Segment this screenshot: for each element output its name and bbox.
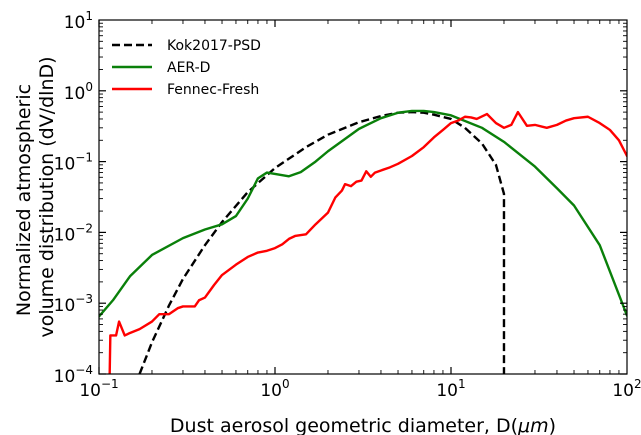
legend-label: Fennec-Fresh bbox=[167, 82, 259, 98]
legend-label: AER-D bbox=[167, 60, 210, 76]
ticks-layer: 10−1 100 101 102 10−4 10−3 10−2 10−1 100 101 bbox=[54, 9, 641, 401]
series-layer bbox=[99, 109, 627, 374]
y-tick-label: 101 bbox=[64, 9, 93, 33]
series-line-fennec-fresh bbox=[108, 110, 627, 374]
series-line-aer-d bbox=[99, 109, 627, 318]
series-line-kok2017-psd bbox=[138, 110, 506, 374]
x-tick-label: 10−1 bbox=[79, 377, 118, 401]
x-tick-label: 101 bbox=[436, 377, 465, 401]
y-axis-title-line2: volume distribution (dV/dlnD) bbox=[36, 56, 58, 337]
legend: Kok2017-PSD AER-D Fennec-Fresh bbox=[112, 38, 261, 98]
y-axis-title-line1: Normalized atmospheric bbox=[13, 84, 35, 316]
x-tick-label: 100 bbox=[260, 377, 289, 401]
y-axis-title: Normalized atmospheric volume distributi… bbox=[13, 56, 58, 337]
y-tick-label: 10−3 bbox=[54, 292, 93, 316]
legend-label: Kok2017-PSD bbox=[167, 38, 261, 54]
plot-frame bbox=[98, 19, 628, 375]
y-tick-label: 10−1 bbox=[54, 151, 93, 175]
x-tick-label: 102 bbox=[612, 377, 641, 401]
y-tick-label: 100 bbox=[64, 80, 93, 104]
y-tick-label: 10−2 bbox=[54, 221, 93, 245]
y-tick-label: 10−4 bbox=[54, 363, 93, 387]
x-axis-title: Dust aerosol geometric diameter, D(μm) bbox=[170, 415, 556, 435]
